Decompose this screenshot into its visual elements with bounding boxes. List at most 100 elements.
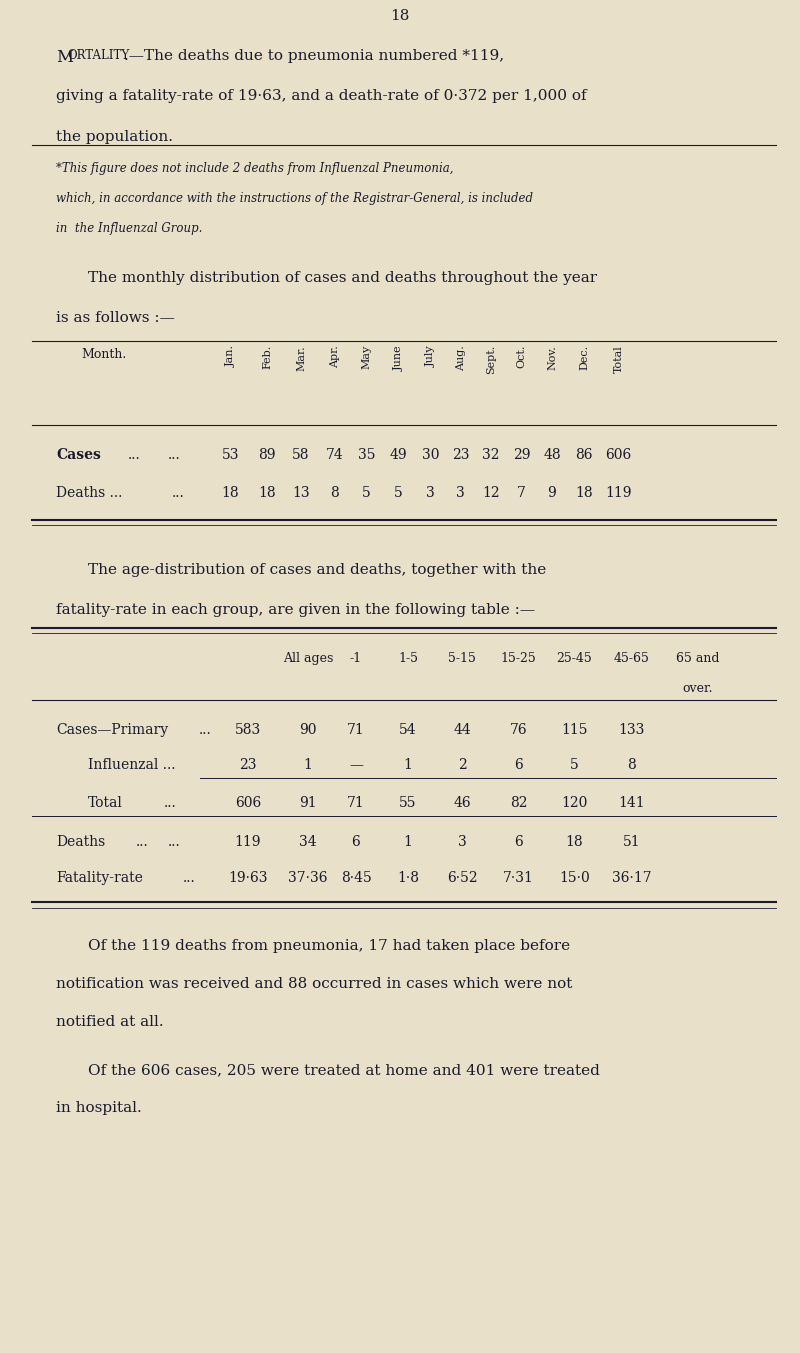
Text: 49: 49 bbox=[390, 448, 407, 461]
Text: 18: 18 bbox=[390, 9, 410, 23]
Text: Influenzal ...: Influenzal ... bbox=[88, 758, 175, 771]
Text: 18: 18 bbox=[566, 835, 583, 848]
Text: Of the 119 deaths from pneumonia, 17 had taken place before: Of the 119 deaths from pneumonia, 17 had… bbox=[88, 939, 570, 953]
Text: Feb.: Feb. bbox=[262, 345, 272, 369]
Text: 23: 23 bbox=[452, 448, 470, 461]
Text: 71: 71 bbox=[347, 723, 365, 736]
Text: 8: 8 bbox=[628, 758, 636, 771]
Text: All ages: All ages bbox=[283, 652, 333, 666]
Text: 2: 2 bbox=[458, 758, 466, 771]
Text: over.: over. bbox=[682, 682, 713, 695]
Text: 115: 115 bbox=[561, 723, 588, 736]
Text: 82: 82 bbox=[510, 796, 527, 809]
Text: 44: 44 bbox=[454, 723, 471, 736]
Text: 15·0: 15·0 bbox=[559, 871, 590, 885]
Text: 71: 71 bbox=[347, 796, 365, 809]
Text: Month.: Month. bbox=[82, 348, 126, 361]
Text: 29: 29 bbox=[513, 448, 530, 461]
Text: -1: -1 bbox=[350, 652, 362, 666]
Text: 1-5: 1-5 bbox=[398, 652, 418, 666]
Text: giving a fatality-rate of 19·63, and a death-rate of 0·372 per 1,000 of: giving a fatality-rate of 19·63, and a d… bbox=[56, 89, 586, 103]
Text: 58: 58 bbox=[292, 448, 310, 461]
Text: 6: 6 bbox=[514, 758, 522, 771]
Text: Deaths ...: Deaths ... bbox=[56, 486, 122, 499]
Text: 86: 86 bbox=[575, 448, 593, 461]
Text: 1: 1 bbox=[403, 758, 413, 771]
Text: 45-65: 45-65 bbox=[614, 652, 650, 666]
Text: 5-15: 5-15 bbox=[449, 652, 476, 666]
Text: Total: Total bbox=[88, 796, 123, 809]
Text: Dec.: Dec. bbox=[579, 345, 589, 371]
Text: which, in accordance with the instructions of the Registrar-General, is included: which, in accordance with the instructio… bbox=[56, 192, 533, 206]
Text: 74: 74 bbox=[326, 448, 343, 461]
Text: 23: 23 bbox=[239, 758, 257, 771]
Text: 36·17: 36·17 bbox=[612, 871, 652, 885]
Text: 54: 54 bbox=[399, 723, 417, 736]
Text: ...: ... bbox=[172, 486, 185, 499]
Text: 3: 3 bbox=[426, 486, 434, 499]
Text: Total: Total bbox=[614, 345, 624, 373]
Text: —: — bbox=[349, 758, 363, 771]
Text: Cases—Primary: Cases—Primary bbox=[56, 723, 168, 736]
Text: 8: 8 bbox=[330, 486, 338, 499]
Text: The monthly distribution of cases and deaths throughout the year: The monthly distribution of cases and de… bbox=[88, 271, 597, 284]
Text: in  the Influenzal Group.: in the Influenzal Group. bbox=[56, 222, 202, 235]
Text: M: M bbox=[56, 49, 73, 66]
Text: ...: ... bbox=[164, 796, 177, 809]
Text: 606: 606 bbox=[235, 796, 261, 809]
Text: 133: 133 bbox=[619, 723, 645, 736]
Text: 1·8: 1·8 bbox=[397, 871, 419, 885]
Text: 1: 1 bbox=[403, 835, 413, 848]
Text: Fatality-rate: Fatality-rate bbox=[56, 871, 143, 885]
Text: 6: 6 bbox=[352, 835, 360, 848]
Text: The age-distribution of cases and deaths, together with the: The age-distribution of cases and deaths… bbox=[88, 563, 546, 576]
Text: 25-45: 25-45 bbox=[557, 652, 592, 666]
Text: 46: 46 bbox=[454, 796, 471, 809]
Text: 13: 13 bbox=[292, 486, 310, 499]
Text: ...: ... bbox=[198, 723, 211, 736]
Text: 19·63: 19·63 bbox=[228, 871, 268, 885]
Text: Mar.: Mar. bbox=[296, 345, 306, 371]
Text: 141: 141 bbox=[618, 796, 646, 809]
Text: 15-25: 15-25 bbox=[501, 652, 536, 666]
Text: 34: 34 bbox=[299, 835, 317, 848]
Text: 30: 30 bbox=[422, 448, 439, 461]
Text: 5: 5 bbox=[394, 486, 402, 499]
Text: 7·31: 7·31 bbox=[503, 871, 534, 885]
Text: *This figure does not include 2 deaths from Influenzal Pneumonia,: *This figure does not include 2 deaths f… bbox=[56, 162, 454, 176]
Text: 91: 91 bbox=[299, 796, 317, 809]
Text: 606: 606 bbox=[606, 448, 631, 461]
Text: 5: 5 bbox=[570, 758, 578, 771]
Text: 90: 90 bbox=[299, 723, 317, 736]
Text: 53: 53 bbox=[222, 448, 239, 461]
Text: 583: 583 bbox=[235, 723, 261, 736]
Text: Of the 606 cases, 205 were treated at home and 401 were treated: Of the 606 cases, 205 were treated at ho… bbox=[88, 1063, 600, 1077]
Text: 5: 5 bbox=[362, 486, 370, 499]
Text: Cases: Cases bbox=[56, 448, 101, 461]
Text: 32: 32 bbox=[482, 448, 500, 461]
Text: 9: 9 bbox=[548, 486, 556, 499]
Text: notified at all.: notified at all. bbox=[56, 1015, 164, 1028]
Text: Deaths: Deaths bbox=[56, 835, 106, 848]
Text: June: June bbox=[394, 345, 404, 371]
Text: fatality-rate in each group, are given in the following table :—: fatality-rate in each group, are given i… bbox=[56, 603, 535, 617]
Text: 51: 51 bbox=[623, 835, 641, 848]
Text: ...: ... bbox=[136, 835, 149, 848]
Text: Aug.: Aug. bbox=[456, 345, 466, 371]
Text: 6·52: 6·52 bbox=[447, 871, 478, 885]
Text: 37·36: 37·36 bbox=[288, 871, 328, 885]
Text: 18: 18 bbox=[258, 486, 276, 499]
Text: 89: 89 bbox=[258, 448, 276, 461]
Text: Nov.: Nov. bbox=[547, 345, 558, 369]
Text: ...: ... bbox=[128, 448, 141, 461]
Text: 120: 120 bbox=[562, 796, 587, 809]
Text: Jan.: Jan. bbox=[226, 345, 236, 367]
Text: 3: 3 bbox=[457, 486, 465, 499]
Text: 18: 18 bbox=[222, 486, 239, 499]
Text: 3: 3 bbox=[458, 835, 466, 848]
Text: July: July bbox=[426, 345, 436, 367]
Text: Apr.: Apr. bbox=[330, 345, 340, 368]
Text: ...: ... bbox=[182, 871, 195, 885]
Text: is as follows :—: is as follows :— bbox=[56, 311, 175, 325]
Text: 7: 7 bbox=[517, 486, 526, 499]
